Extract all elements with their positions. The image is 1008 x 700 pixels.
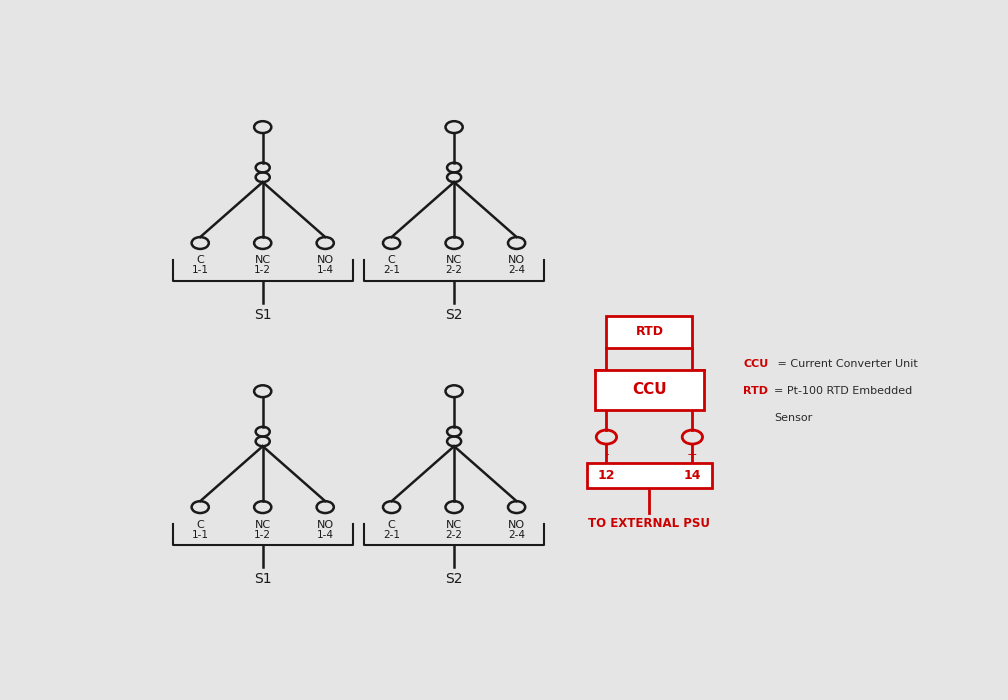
Text: S1: S1 — [254, 308, 271, 322]
Text: NC: NC — [447, 256, 462, 265]
Text: 2-1: 2-1 — [383, 530, 400, 540]
Text: 2-2: 2-2 — [446, 265, 463, 276]
Text: NO: NO — [508, 256, 525, 265]
Text: CCU: CCU — [632, 382, 666, 398]
Text: Sensor: Sensor — [774, 413, 812, 423]
Text: NC: NC — [255, 256, 271, 265]
Text: = Current Converter Unit: = Current Converter Unit — [774, 359, 918, 369]
Text: 12: 12 — [598, 469, 615, 482]
Text: C: C — [388, 256, 395, 265]
Text: NC: NC — [255, 519, 271, 529]
Text: 1-2: 1-2 — [254, 530, 271, 540]
Text: 1-2: 1-2 — [254, 265, 271, 276]
Text: 2-1: 2-1 — [383, 265, 400, 276]
FancyBboxPatch shape — [587, 463, 712, 489]
Text: C: C — [197, 256, 204, 265]
Text: RTD: RTD — [635, 326, 663, 338]
Text: +: + — [687, 449, 698, 461]
Text: NO: NO — [508, 519, 525, 529]
Text: C: C — [197, 519, 204, 529]
Text: 1-1: 1-1 — [192, 265, 209, 276]
Text: NC: NC — [447, 519, 462, 529]
Text: TO EXTERNAL PSU: TO EXTERNAL PSU — [589, 517, 711, 530]
Text: 2-4: 2-4 — [508, 265, 525, 276]
Text: S2: S2 — [446, 573, 463, 587]
Text: -: - — [604, 449, 609, 461]
Text: 14: 14 — [683, 469, 702, 482]
Text: = Pt-100 RTD Embedded: = Pt-100 RTD Embedded — [774, 386, 912, 396]
Text: S1: S1 — [254, 573, 271, 587]
Text: NO: NO — [317, 519, 334, 529]
FancyBboxPatch shape — [607, 316, 692, 348]
Text: RTD: RTD — [743, 386, 768, 396]
Text: C: C — [388, 519, 395, 529]
Text: 1-1: 1-1 — [192, 530, 209, 540]
Text: NO: NO — [317, 256, 334, 265]
Text: 1-4: 1-4 — [317, 265, 334, 276]
Text: CCU: CCU — [743, 359, 768, 369]
Text: 1-4: 1-4 — [317, 530, 334, 540]
Text: 2-4: 2-4 — [508, 530, 525, 540]
Text: S2: S2 — [446, 308, 463, 322]
FancyBboxPatch shape — [595, 370, 704, 410]
Text: 2-2: 2-2 — [446, 530, 463, 540]
